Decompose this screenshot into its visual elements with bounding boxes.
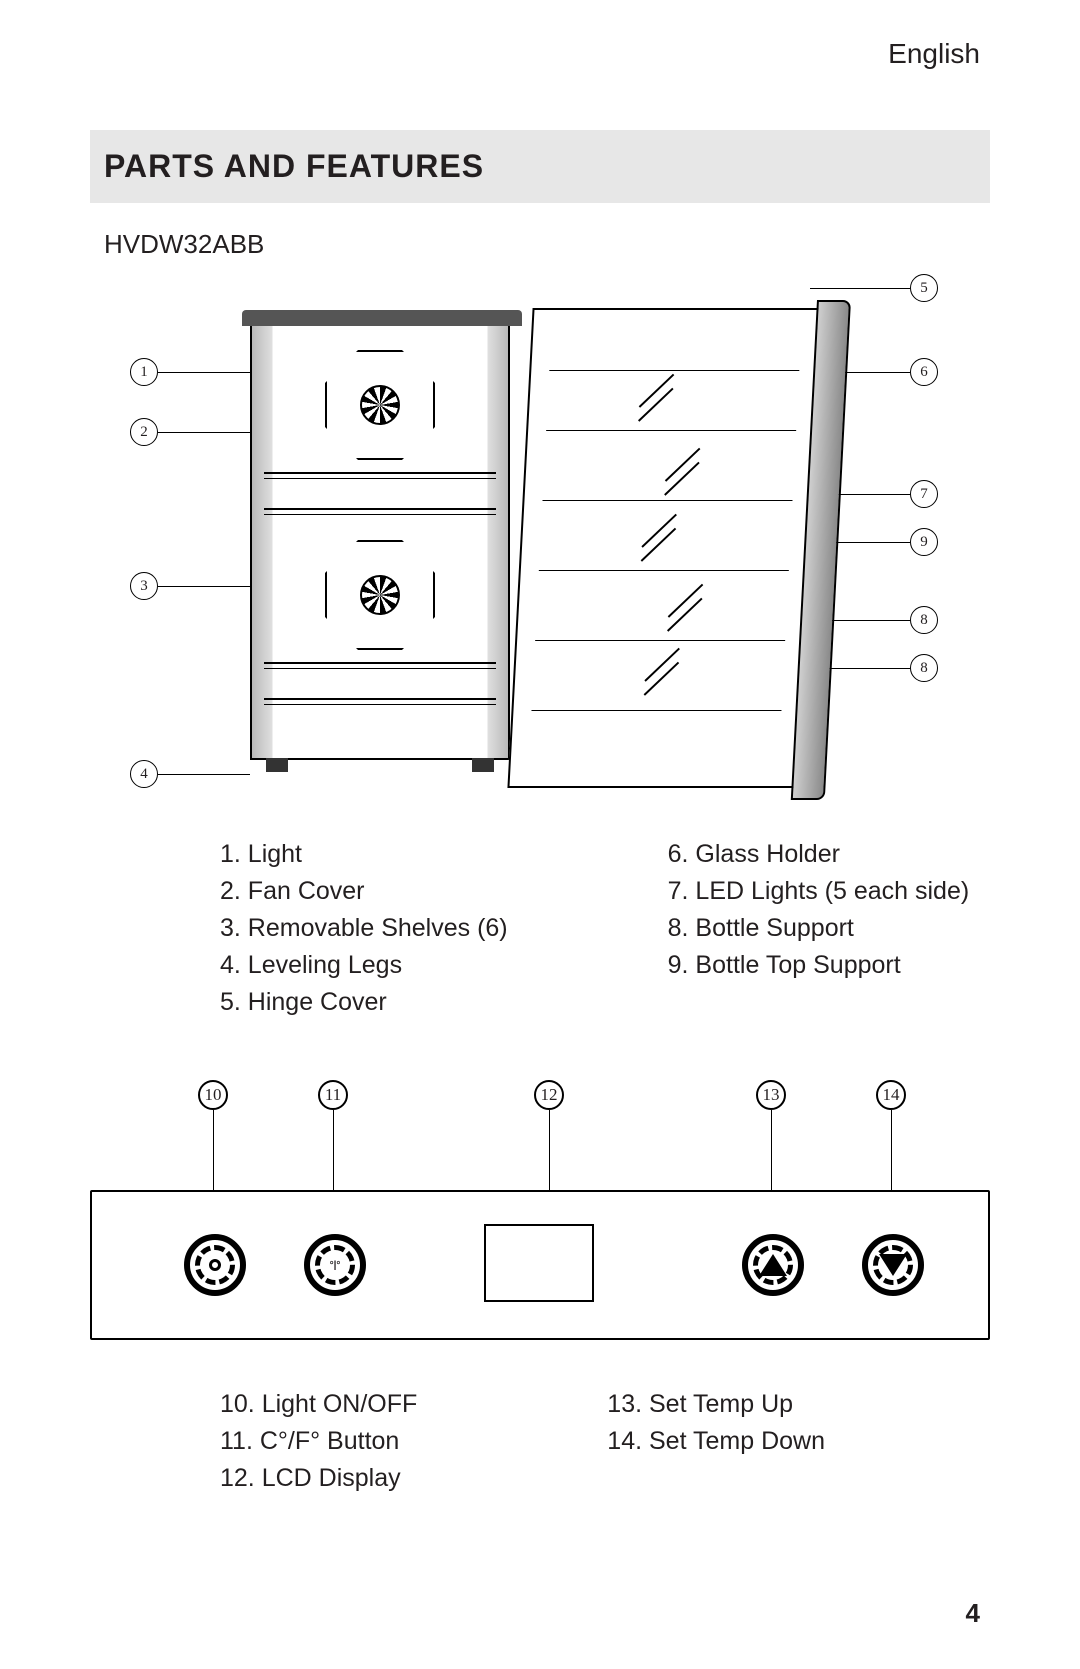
feature-item: 7. LED Lights (5 each side) — [668, 877, 970, 906]
feature-item: 9. Bottle Top Support — [668, 951, 970, 980]
appliance-diagram: 1234 567988 — [90, 280, 990, 800]
callout-7: 7 — [910, 480, 938, 508]
callout-1: 1 — [130, 358, 158, 386]
lcd-display — [484, 1224, 594, 1302]
feature-item: 10. Light ON/OFF — [220, 1390, 417, 1419]
callout-2: 2 — [130, 418, 158, 446]
fan-cover-icon — [325, 540, 435, 650]
fan-cover-icon — [325, 350, 435, 460]
c-f-button[interactable]: °|° — [304, 1234, 366, 1296]
section-heading: PARTS AND FEATURES — [90, 130, 990, 203]
features-list: 1. Light 2. Fan Cover 3. Removable Shelves… — [220, 840, 990, 1025]
feature-item: 8. Bottle Support — [668, 914, 970, 943]
callout-6: 6 — [910, 358, 938, 386]
callout-5: 5 — [910, 274, 938, 302]
panel-callout-12: 12 — [534, 1080, 564, 1110]
door — [507, 308, 822, 788]
feature-item: 14. Set Temp Down — [607, 1427, 825, 1456]
feature-item: 2. Fan Cover — [220, 877, 508, 906]
callout-9: 9 — [910, 528, 938, 556]
language-label: English — [888, 38, 980, 70]
control-panel-diagram: 10 11 12 13 14 °|° — [90, 1080, 990, 1340]
feature-item: 5. Hinge Cover — [220, 988, 508, 1017]
feature-item: 3. Removable Shelves (6) — [220, 914, 508, 943]
panel-callout-11: 11 — [318, 1080, 348, 1110]
temp-up-button[interactable] — [742, 1234, 804, 1296]
feature-item: 11. C°/F° Button — [220, 1427, 417, 1456]
feature-item: 4. Leveling Legs — [220, 951, 508, 980]
callout-8: 8 — [910, 606, 938, 634]
panel-callout-13: 13 — [756, 1080, 786, 1110]
panel-callout-10: 10 — [198, 1080, 228, 1110]
feature-item: 12. LCD Display — [220, 1464, 417, 1493]
cooler-body — [250, 320, 510, 760]
callout-3: 3 — [130, 572, 158, 600]
callout-8: 8 — [910, 654, 938, 682]
callout-4: 4 — [130, 760, 158, 788]
temp-down-button[interactable] — [862, 1234, 924, 1296]
model-number: HVDW32ABB — [104, 229, 990, 260]
light-onoff-button[interactable] — [184, 1234, 246, 1296]
feature-item: 1. Light — [220, 840, 508, 869]
page-number: 4 — [966, 1598, 980, 1629]
panel-callout-14: 14 — [876, 1080, 906, 1110]
feature-item: 13. Set Temp Up — [607, 1390, 825, 1419]
feature-item: 6. Glass Holder — [668, 840, 970, 869]
panel-features-list: 10. Light ON/OFF 11. C°/F° Button 12. LCD … — [220, 1390, 990, 1501]
